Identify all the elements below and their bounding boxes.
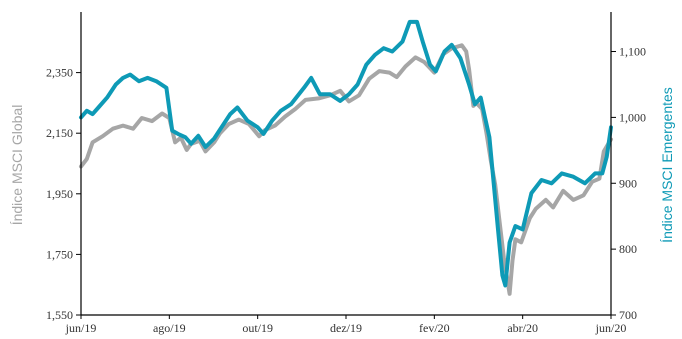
left-tick-label: 1,950: [46, 187, 73, 201]
x-tick-label: fev/20: [419, 321, 450, 335]
right-tick-label: 1,100: [619, 45, 646, 59]
right-tick-label: 1,000: [619, 110, 646, 124]
x-tick-label: ago/19: [153, 321, 186, 335]
right-tick-label: 900: [619, 176, 637, 190]
left-tick-label: 2,350: [46, 66, 73, 80]
x-tick-label: jun/19: [65, 321, 97, 335]
x-axis-ticks: jun/19 ago/19 out/19 dez/19 fev/20 abr/20 jun/…: [65, 315, 627, 335]
right-tick-label: 800: [619, 242, 637, 256]
right-tick-label: 700: [619, 308, 637, 322]
x-tick-label: dez/19: [330, 321, 362, 335]
left-axis-ticks: 1,550 1,750 1,950 2,150 2,350: [46, 66, 81, 322]
left-tick-label: 1,750: [46, 247, 73, 261]
right-axis-ticks: 700 800 900 1,000 1,100: [611, 45, 646, 322]
x-tick-label: out/19: [242, 321, 273, 335]
msci-global-line: [79, 43, 613, 296]
x-tick-label: jun/20: [595, 321, 627, 335]
left-axis-title: Índice MSCI Global: [9, 105, 25, 226]
left-tick-label: 1,550: [46, 308, 73, 322]
right-axis-title: Índice MSCI Emergentes: [659, 87, 675, 243]
left-tick-label: 2,150: [46, 126, 73, 140]
axes: [80, 12, 612, 316]
msci-emergentes-line: [79, 19, 613, 288]
x-tick-label: abr/20: [507, 321, 538, 335]
series-lines: [79, 19, 613, 296]
